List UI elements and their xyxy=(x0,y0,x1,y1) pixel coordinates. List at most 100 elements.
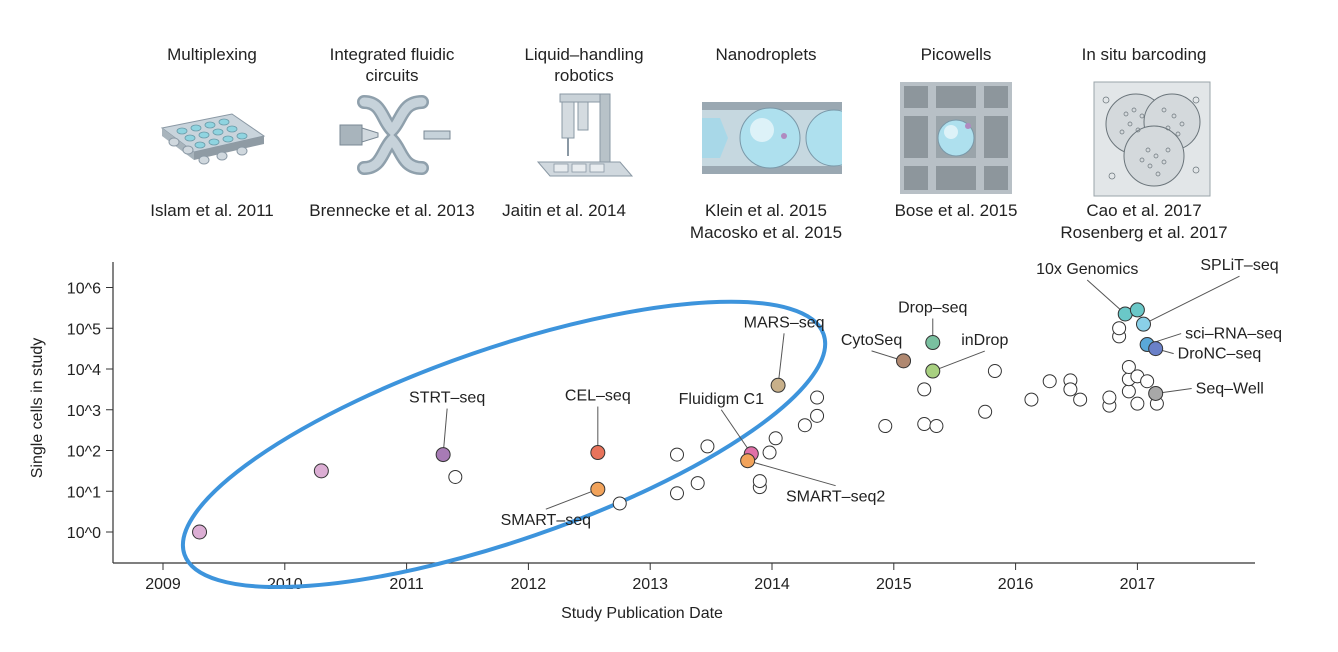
point-label: STRT–seq xyxy=(409,390,485,407)
point-label: sci–RNA–seq xyxy=(1185,326,1282,343)
data-point xyxy=(797,418,812,433)
y-tick-label: 10^4 xyxy=(67,362,101,379)
chart-axes: 2009 2010 2011 2012 2013 2014 2015 2016 2017 10^0… xyxy=(67,262,1255,593)
x-tick-label: 2011 xyxy=(389,576,424,593)
data-point xyxy=(1102,390,1117,405)
point-label: SMART–seq2 xyxy=(786,489,885,506)
y-tick-label: 10^2 xyxy=(67,444,101,461)
technology-panel-strip: Multiplexing Islam et al. 2011 Integrate… xyxy=(0,0,1338,252)
leader-line xyxy=(932,350,985,372)
x-tick-label: 2016 xyxy=(998,576,1034,593)
y-axis-title: Single cells in study xyxy=(29,338,46,479)
highlighted-data-point xyxy=(435,447,451,463)
data-point xyxy=(752,474,767,489)
tech-ref: Bose et al. 2015 xyxy=(894,201,1018,220)
point-label: CEL–seq xyxy=(565,388,631,405)
data-point xyxy=(1063,382,1078,397)
tech-ref: Cao et al. 2017 xyxy=(1086,201,1202,220)
data-point xyxy=(768,431,783,446)
x-tick-label: 2012 xyxy=(511,576,547,593)
tech-name: Picowells xyxy=(920,45,992,64)
chart-points xyxy=(192,302,1164,540)
point-label: MARS–seq xyxy=(744,314,825,331)
highlighted-data-point xyxy=(770,377,786,393)
data-point xyxy=(987,364,1002,379)
leader-line xyxy=(747,460,836,487)
data-point xyxy=(978,404,993,419)
x-tick-label: 2010 xyxy=(267,576,303,593)
tech-name: Liquid–handling robotics xyxy=(524,45,644,85)
data-point xyxy=(1112,321,1127,336)
data-point xyxy=(917,417,932,432)
tech-nanodroplets: Nanodroplets Klein et al. 2015 Macosko e… xyxy=(666,0,866,252)
highlighted-data-point xyxy=(925,335,941,351)
data-point xyxy=(917,382,932,397)
point-label: SMART–seq xyxy=(501,512,591,529)
liquid-handling-robot-icon xyxy=(536,93,634,177)
x-tick-label: 2009 xyxy=(145,576,181,593)
picowell-icon xyxy=(900,82,1012,194)
tech-in-situ-barcoding: In situ barcoding Cao et al. 2017 Rosenb… xyxy=(1044,0,1244,252)
point-labels: STRT–seq CEL–seq SMART–seq MARS–seq Fluidigm… xyxy=(409,257,1282,529)
in-situ-barcoding-icon xyxy=(1093,81,1211,197)
leader-line xyxy=(442,408,448,455)
highlighted-data-point xyxy=(1148,341,1164,357)
highlight-ellipse xyxy=(180,299,828,590)
data-point xyxy=(1130,396,1145,411)
highlighted-data-point xyxy=(896,353,912,369)
highlighted-data-point xyxy=(740,453,756,469)
point-label: CytoSeq xyxy=(841,332,902,349)
data-point xyxy=(810,390,825,405)
data-point xyxy=(690,476,705,491)
x-tick-label: 2013 xyxy=(632,576,668,593)
tech-multiplexing: Multiplexing Islam et al. 2011 xyxy=(112,0,312,252)
highlighted-data-point xyxy=(590,481,606,497)
y-tick-label: 10^3 xyxy=(67,403,101,420)
tech-ref: Klein et al. 2015 xyxy=(705,201,827,220)
data-point xyxy=(810,408,825,423)
point-label: DroNC–seq xyxy=(1178,346,1262,363)
data-point xyxy=(762,445,777,460)
tech-picowells: Picowells Bose et al. 2015 xyxy=(856,0,1056,252)
nanodroplet-icon xyxy=(702,102,842,174)
x-tick-label: 2017 xyxy=(1120,576,1156,593)
data-point xyxy=(929,419,944,434)
tech-name: Integrated fluidic circuits xyxy=(329,45,455,85)
point-label: inDrop xyxy=(961,332,1008,349)
data-point xyxy=(1121,359,1136,374)
data-point xyxy=(700,439,715,454)
x-tick-label: 2014 xyxy=(754,576,790,593)
leader-line xyxy=(1086,279,1126,315)
y-tick-label: 10^6 xyxy=(67,281,101,298)
point-label: Drop–seq xyxy=(898,300,967,317)
tech-ref-2: Rosenberg et al. 2017 xyxy=(1060,223,1228,242)
tech-name: Nanodroplets xyxy=(715,45,817,64)
point-label: Fluidigm C1 xyxy=(679,391,764,408)
tech-liquid-handling-robotics: Liquid–handling robotics Jaitin et al. 2… xyxy=(484,0,684,252)
leader-line xyxy=(1143,275,1240,325)
fluidic-circuit-icon xyxy=(339,95,451,175)
data-point xyxy=(669,486,684,501)
data-point xyxy=(612,496,627,511)
tech-ref: Islam et al. 2011 xyxy=(150,201,274,220)
data-point xyxy=(878,419,893,434)
tech-name: In situ barcoding xyxy=(1081,45,1207,64)
data-point xyxy=(669,447,684,462)
leader-lines xyxy=(442,275,1240,510)
y-tick-label: 10^0 xyxy=(67,525,101,542)
point-label: 10x Genomics xyxy=(1036,261,1138,278)
multiplexing-plate-icon xyxy=(160,113,266,165)
tech-ref: Jaitin et al. 2014 xyxy=(502,201,626,220)
highlighted-data-point xyxy=(925,363,941,379)
x-tick-label: 2015 xyxy=(876,576,912,593)
highlighted-data-point xyxy=(1148,385,1164,401)
point-label: Seq–Well xyxy=(1196,380,1264,397)
highlighted-data-point xyxy=(590,445,606,461)
data-point xyxy=(1140,374,1155,389)
tech-name: Multiplexing xyxy=(167,45,257,64)
point-label: SPLiT–seq xyxy=(1200,257,1278,274)
leader-line xyxy=(545,488,599,510)
leader-line xyxy=(720,409,752,455)
data-point xyxy=(1073,392,1088,407)
